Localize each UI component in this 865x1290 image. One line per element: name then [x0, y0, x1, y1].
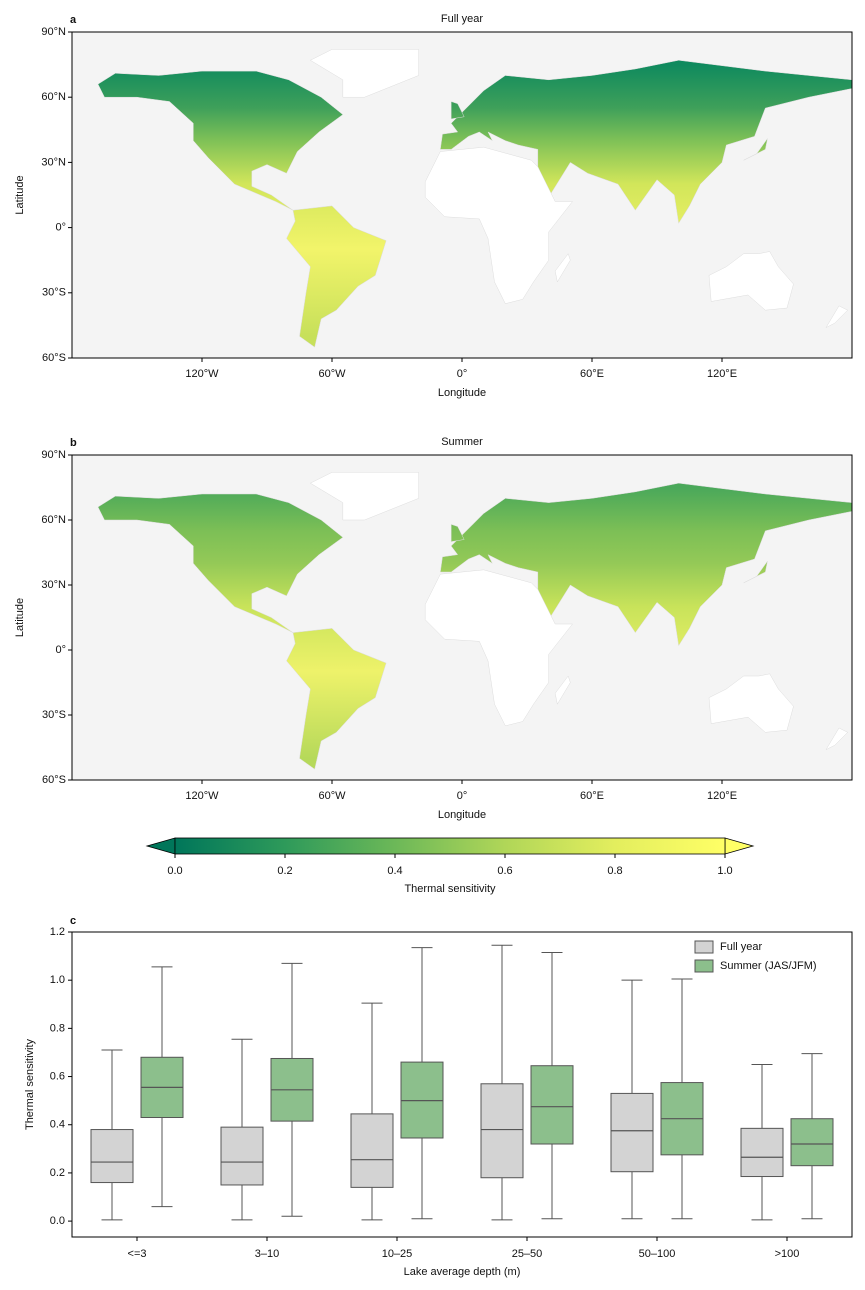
y-tick-label: 30°N: [41, 156, 66, 168]
legend-swatch: [694, 959, 714, 973]
x-tick-label: 0°: [457, 368, 468, 380]
y-tick-label: 60°N: [41, 514, 66, 526]
box: [480, 1083, 524, 1179]
land-nodata: [708, 251, 794, 311]
legend-swatch: [694, 940, 714, 954]
map-title: Full year: [441, 13, 484, 25]
x-tick-label: 120°W: [185, 368, 219, 380]
y-axis-label: Thermal sensitivity: [24, 1038, 36, 1130]
x-tick-label: 120°E: [707, 368, 737, 380]
box: [740, 1127, 784, 1178]
land: [97, 472, 852, 770]
plot-frame: [71, 931, 853, 1238]
box: [350, 1113, 394, 1188]
panel-label: a: [70, 14, 77, 26]
x-tick-label: 60°W: [318, 368, 346, 380]
x-tick-label: 60°W: [318, 790, 346, 802]
land-data: [450, 523, 465, 542]
colorbar-tick-label: 0.4: [387, 865, 402, 877]
y-tick-label: 30°N: [41, 579, 66, 591]
y-tick-label: 30°S: [42, 709, 66, 721]
land-nodata: [424, 146, 574, 304]
box: [400, 1061, 444, 1139]
x-tick-label: >100: [775, 1248, 800, 1260]
y-tick-label: 0.2: [50, 1167, 65, 1179]
land-nodata: [825, 305, 849, 329]
y-tick-label: 30°S: [42, 287, 66, 299]
box: [790, 1118, 834, 1167]
colorbar-tick-label: 1.0: [717, 865, 732, 877]
box: [530, 1065, 574, 1145]
land-data: [450, 101, 465, 120]
panel-label: b: [70, 437, 77, 449]
land-nodata: [825, 727, 849, 751]
land-data: [440, 60, 852, 224]
colorbar-label: Thermal sensitivity: [404, 883, 496, 895]
land-nodata: [554, 675, 571, 705]
x-tick-label: <=3: [128, 1248, 147, 1260]
x-tick-label: 120°E: [707, 790, 737, 802]
y-tick-label: 60°S: [42, 352, 66, 364]
land-data: [97, 70, 344, 211]
colorbar-extend-high: [724, 837, 755, 855]
colorbar-tick-label: 0.2: [277, 865, 292, 877]
x-tick-label: 120°W: [185, 790, 219, 802]
land-data: [286, 628, 387, 770]
y-tick-label: 60°S: [42, 774, 66, 786]
y-axis-label: Latitude: [14, 598, 26, 637]
x-tick-label: 0°: [457, 790, 468, 802]
colorbar-tick-label: 0.0: [167, 865, 182, 877]
y-tick-label: 0.4: [50, 1119, 65, 1131]
map-title: Summer: [441, 436, 483, 448]
x-tick-label: 10–25: [382, 1248, 413, 1260]
land-nodata: [424, 569, 574, 727]
y-tick-label: 0°: [55, 222, 66, 234]
land: [97, 49, 852, 348]
x-tick-label: 3–10: [255, 1248, 279, 1260]
y-tick-label: 0.8: [50, 1022, 65, 1034]
y-tick-label: 1.0: [50, 974, 65, 986]
box: [220, 1126, 264, 1186]
land-nodata: [554, 253, 571, 283]
land-nodata: [708, 673, 794, 733]
y-tick-label: 90°N: [41, 449, 66, 461]
x-tick-label: 60°E: [580, 368, 604, 380]
y-tick-label: 0.6: [50, 1070, 65, 1082]
x-axis-label: Lake average depth (m): [404, 1266, 521, 1278]
x-tick-label: 25–50: [512, 1248, 543, 1260]
colorbar-tick-label: 0.6: [497, 865, 512, 877]
land-data: [286, 205, 387, 348]
x-axis-label: Longitude: [438, 387, 486, 399]
legend-label: Full year: [720, 941, 763, 953]
land-nodata: [309, 49, 419, 98]
box: [90, 1129, 134, 1184]
y-tick-label: 0.0: [50, 1215, 65, 1227]
land-data: [743, 138, 768, 161]
land-nodata: [309, 472, 419, 521]
x-tick-label: 60°E: [580, 790, 604, 802]
y-axis-label: Latitude: [14, 175, 26, 214]
colorbar-extend-low: [145, 837, 176, 855]
y-tick-label: 0°: [55, 644, 66, 656]
x-axis-label: Longitude: [438, 809, 486, 821]
y-tick-label: 90°N: [41, 26, 66, 38]
y-tick-label: 60°N: [41, 91, 66, 103]
box: [610, 1092, 654, 1173]
land-data: [97, 493, 344, 633]
x-tick-label: 50–100: [639, 1248, 676, 1260]
legend-label: Summer (JAS/JFM): [720, 960, 817, 972]
y-tick-label: 1.2: [50, 926, 65, 938]
land-data: [743, 561, 768, 584]
colorbar-tick-label: 0.8: [607, 865, 622, 877]
panel-label: c: [70, 915, 76, 927]
colorbar: [174, 837, 726, 855]
land-data: [440, 482, 852, 647]
